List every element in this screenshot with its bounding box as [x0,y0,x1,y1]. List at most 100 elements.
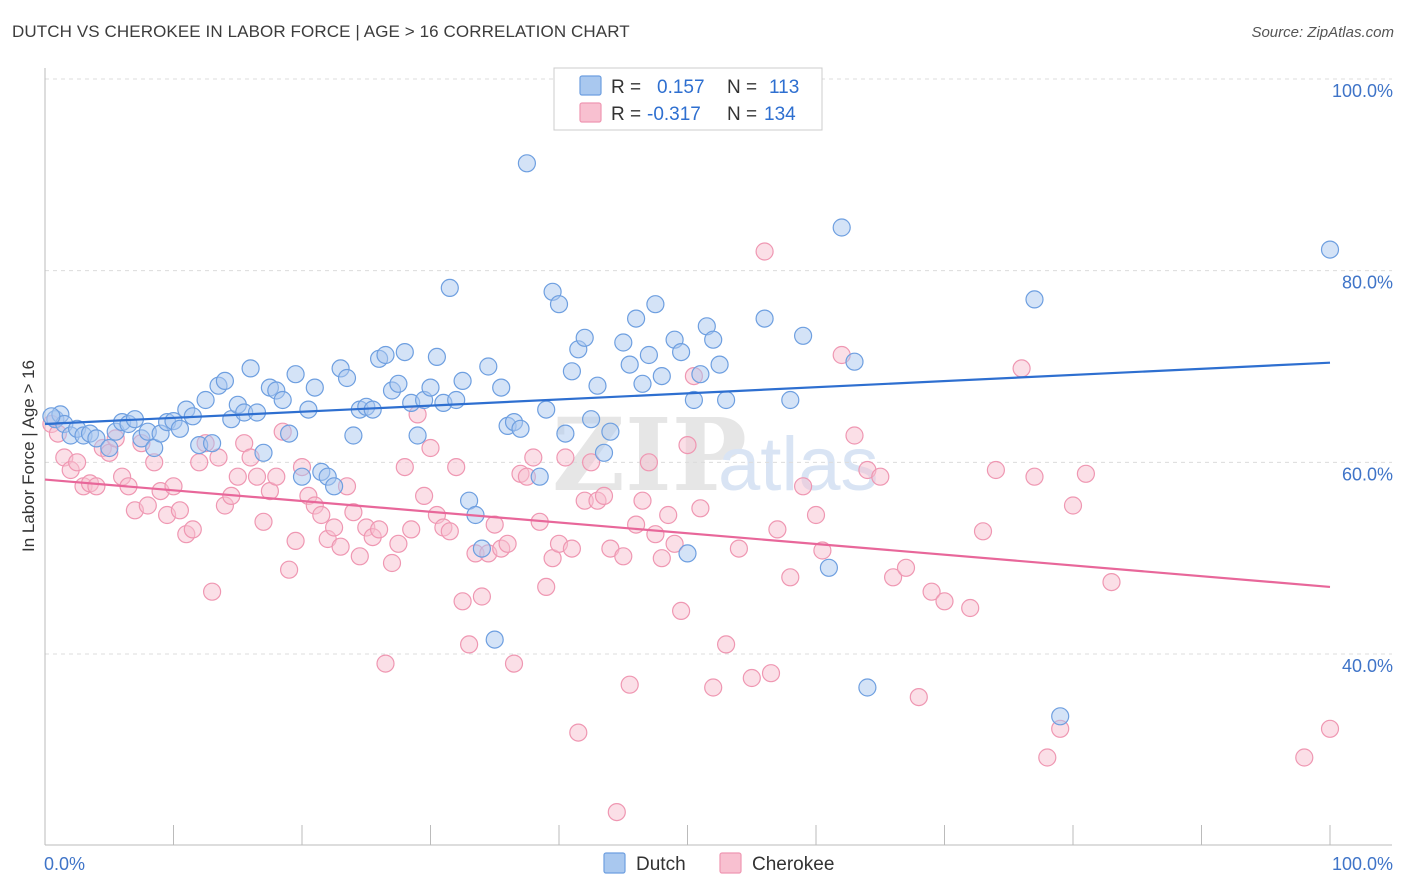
point-cherokee [1320,719,1340,738]
point-dutch [781,390,800,410]
chart-title: DUTCH VS CHEROKEE IN LABOR FORCE | AGE >… [12,22,630,41]
point-dutch [203,434,222,453]
point-cherokee [453,592,472,611]
point-dutch [594,443,614,462]
point-dutch [704,330,723,349]
x-tick-label-min: 0.0% [44,854,85,874]
point-dutch [292,467,312,486]
legend-n-label-dutch: N = [727,77,757,98]
point-dutch [755,309,774,328]
point-cherokee [254,512,273,531]
point-dutch [395,343,414,362]
y-tick-labels: 40.0% 60.0% 80.0% 100.0% [1332,81,1393,676]
trend-line-dutch [44,361,1331,426]
point-cherokee [607,802,626,822]
x-tick-label-max: 100.0% [1332,854,1393,874]
point-cherokee [986,460,1006,480]
point-dutch [684,390,704,410]
trend-lines [44,361,1331,589]
point-cherokee [665,534,684,553]
point-cherokee [793,477,813,496]
point-dutch [575,328,594,347]
point-dutch [453,371,472,390]
point-cherokee [312,505,331,525]
point-cherokee [562,539,582,558]
point-dutch [537,400,556,419]
point-cherokee [67,453,87,472]
point-cherokee [331,537,350,556]
point-cherokee [646,525,665,544]
legend-n-value-cherokee: 134 [764,104,796,125]
point-cherokee [716,635,736,654]
point-dutch [254,443,273,462]
point-dutch [389,374,408,393]
point-dutch [1320,240,1340,259]
point-dutch [588,376,607,395]
point-cherokee [871,467,890,486]
point-cherokee [594,486,614,505]
point-cherokee [1076,464,1096,483]
point-cherokee [472,587,491,606]
point-dutch [601,422,620,441]
point-cherokee [581,453,601,472]
point-cherokee [524,448,543,467]
point-dutch [215,371,234,390]
point-cherokee [845,426,864,445]
point-cherokee [768,520,787,539]
legend-r-label-dutch: R = [611,77,641,98]
legend-r-label-cherokee: R = [611,104,641,125]
point-cherokee [447,458,466,477]
y-axis-label: In Labor Force | Age > 16 [19,360,38,552]
point-dutch [549,295,569,314]
point-cherokee [1025,467,1044,486]
point-cherokee [537,577,556,597]
series-cherokee [42,242,1340,822]
point-dutch [620,355,639,374]
series-legend-swatch-dutch [603,852,626,874]
y-tick-label: 80.0% [1342,273,1393,293]
point-dutch [485,630,504,649]
point-cherokee [415,486,434,505]
y-tick-label: 100.0% [1332,81,1393,101]
point-cherokee [909,687,928,707]
y-tick-label: 40.0% [1342,656,1393,676]
point-dutch [562,362,582,381]
point-cherokee [1102,572,1121,592]
point-cherokee [325,518,344,537]
point-cherokee [614,547,633,566]
point-cherokee [678,436,697,455]
point-dutch [87,429,106,448]
point-dutch [614,333,633,352]
point-cherokee [376,654,395,673]
point-dutch [337,368,357,388]
y-tick-label: 60.0% [1342,464,1393,484]
point-dutch [678,544,697,563]
point-cherokee [883,568,903,587]
point-cherokee [961,598,980,618]
point-dutch [793,326,813,345]
point-cherokee [556,448,575,467]
point-cherokee [691,499,710,518]
legend-n-label-cherokee: N = [727,104,757,125]
trend-line-cherokee [44,478,1331,589]
point-dutch [241,359,260,378]
point-cherokee [1063,496,1083,515]
point-dutch [1025,290,1044,309]
point-dutch [447,390,466,410]
point-dutch [492,378,511,397]
point-dutch [581,410,601,429]
point-dutch [639,345,659,365]
point-dutch [427,347,446,366]
point-dutch [716,390,736,410]
point-dutch [858,678,877,697]
point-cherokee [781,568,800,587]
point-cherokee [742,668,761,688]
point-dutch [299,400,318,419]
point-cherokee [138,496,157,515]
point-cherokee [247,467,267,486]
series-legend-label-dutch: Dutch [636,854,686,875]
point-cherokee [659,505,678,525]
point-cherokee [87,477,106,496]
point-cherokee [922,582,941,601]
